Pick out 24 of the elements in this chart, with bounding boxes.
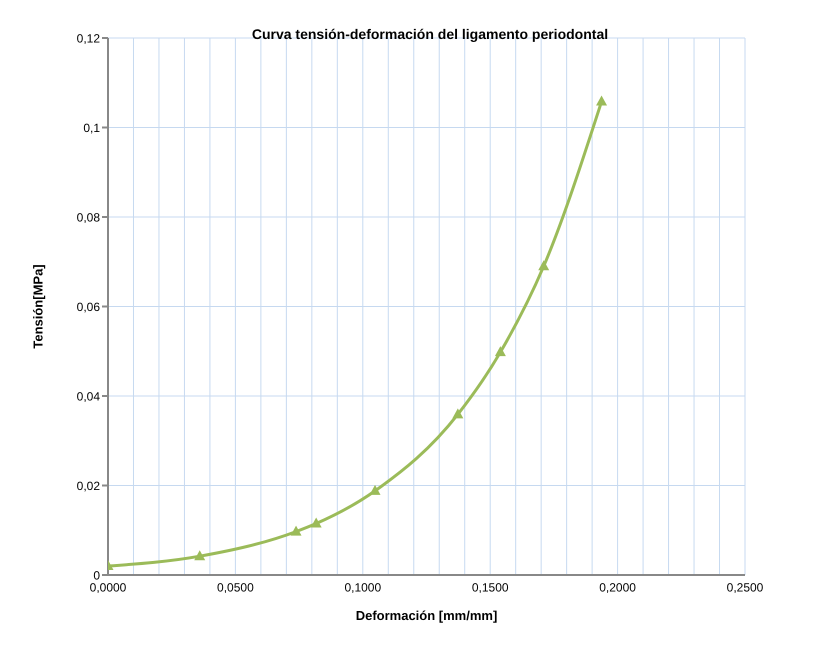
- y-tick-label: 0,1: [83, 120, 100, 135]
- point: [538, 260, 550, 270]
- x-tick-label: 0,0500: [217, 580, 254, 595]
- x-axis-title: Deformación [mm/mm]: [356, 608, 498, 623]
- x-tick-label: 0,1500: [472, 580, 509, 595]
- y-tick-label: 0,02: [76, 478, 100, 493]
- y-tick-label: 0,12: [76, 31, 100, 46]
- y-tick-label: 0,06: [76, 300, 100, 314]
- x-tick-label: 0,2000: [599, 580, 636, 595]
- point: [596, 96, 608, 106]
- point: [194, 550, 206, 560]
- point: [370, 484, 381, 495]
- y-tick-label: 0,08: [76, 210, 100, 224]
- point: [310, 518, 322, 528]
- x-tick-label: 0,1000: [344, 580, 382, 595]
- y-tick-label: 0,04: [76, 389, 100, 404]
- point: [452, 408, 464, 418]
- chart-title: Curva tensión-deformación del ligamento periodontal: [250, 26, 610, 42]
- point: [494, 346, 506, 356]
- y-tick-label: 0: [93, 568, 100, 582]
- x-tick-label: 0,2500: [726, 580, 764, 595]
- point: [290, 526, 302, 536]
- y-axis-title: Tensión[MPa]: [30, 264, 46, 349]
- x-tick-label: 0,0000: [90, 580, 127, 595]
